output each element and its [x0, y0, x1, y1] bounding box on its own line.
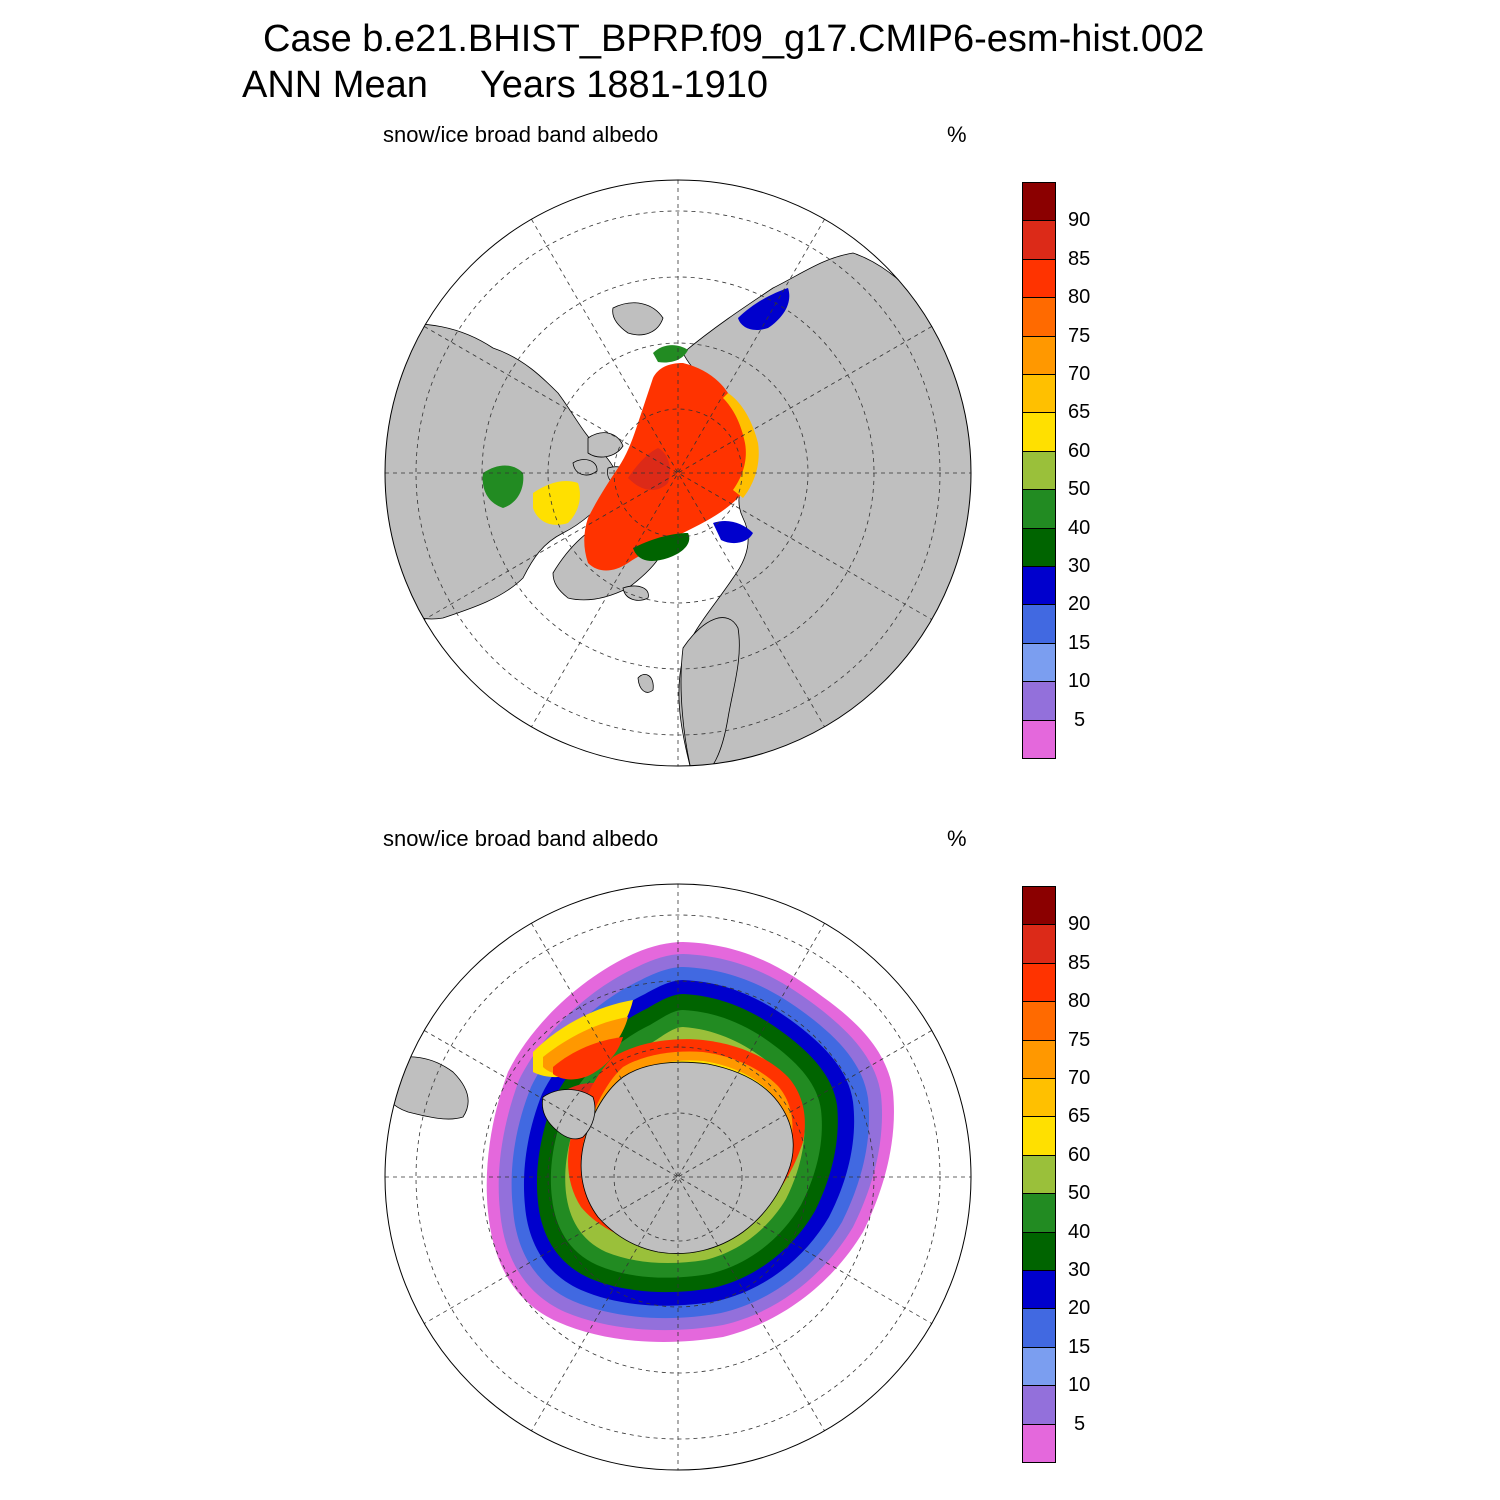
colorbar-swatch: [1022, 1270, 1056, 1310]
colorbar-swatch: [1022, 335, 1056, 375]
colorbar-label: 70: [1068, 1067, 1091, 1089]
colorbar-label: 80: [1068, 990, 1091, 1013]
colorbar-swatch: [1022, 258, 1056, 299]
colorbar-swatch: [1022, 642, 1056, 683]
colorbar-label: 40: [1068, 1220, 1091, 1243]
south-graticule: [385, 884, 971, 1470]
colorbar-label: 50: [1068, 1182, 1091, 1205]
colorbar-swatch: [1022, 527, 1056, 567]
colorbar-swatch: [1022, 182, 1056, 222]
antarctic-peninsula-land: [541, 1089, 596, 1140]
colorbar-swatch: [1022, 1385, 1056, 1425]
north-graticule: [385, 180, 971, 766]
figure-title-case: Case b.e21.BHIST_BPRP.f09_g17.CMIP6-esm-…: [263, 18, 1205, 60]
north-land: [385, 252, 971, 766]
north-polar-map: [384, 179, 972, 767]
colorbar-label: 40: [1068, 516, 1091, 539]
colorbar-label: 70: [1068, 363, 1091, 385]
north-panel-title: snow/ice broad band albedo: [383, 122, 659, 147]
colorbar-label: 15: [1068, 1335, 1091, 1358]
colorbar-swatch: [1022, 1039, 1056, 1079]
colorbar-label: 65: [1068, 1105, 1091, 1128]
south-panel-units: %: [947, 826, 967, 851]
colorbar-label: 5: [1074, 708, 1086, 731]
colorbar-swatch: [1022, 1346, 1056, 1387]
colorbar-label: 15: [1068, 631, 1091, 654]
colorbar-label: 30: [1068, 1259, 1091, 1281]
colorbar-label: 20: [1068, 1297, 1091, 1320]
colorbar-swatch: [1022, 1116, 1056, 1156]
colorbar-label: 75: [1068, 1028, 1091, 1051]
colorbar-label: 30: [1068, 555, 1091, 577]
figure-title-period: ANN Mean Years 1881-1910: [242, 64, 769, 106]
colorbar-swatch: [1022, 412, 1056, 452]
south-panel-title: snow/ice broad band albedo: [383, 826, 659, 851]
colorbar-swatch: [1022, 450, 1056, 491]
colorbar-label: 10: [1068, 670, 1091, 693]
colorbar-label: 60: [1068, 1143, 1091, 1166]
north-sea-ice: [482, 288, 790, 571]
colorbar-label: 60: [1068, 439, 1091, 462]
colorbar-label: 65: [1068, 401, 1091, 424]
south-polar-map: [384, 883, 972, 1471]
colorbar-label: 85: [1068, 247, 1091, 270]
colorbar-swatch: [1022, 566, 1056, 606]
colorbar-swatch: [1022, 924, 1056, 964]
colorbar-swatch: [1022, 681, 1056, 721]
colorbar-swatch: [1022, 297, 1056, 337]
colorbar-swatch: [1022, 1154, 1056, 1195]
colorbar-swatch: [1022, 374, 1056, 414]
colorbar-swatch: [1022, 489, 1056, 529]
south-colorbar: 5 10 15 20 30 40 50 60 65 70 75 80 85 90: [1022, 886, 1102, 1463]
colorbar-label: 5: [1074, 1412, 1086, 1435]
colorbar-swatch: [1022, 1231, 1056, 1271]
colorbar-label: 75: [1068, 324, 1091, 347]
colorbar-swatch: [1022, 220, 1056, 260]
colorbar-swatch: [1022, 604, 1056, 644]
north-colorbar: 5 10 15 20 30 40 50 60 65 70 75 80 85 90: [1022, 182, 1102, 759]
colorbar-label: 20: [1068, 593, 1091, 616]
colorbar-label: 10: [1068, 1374, 1091, 1397]
antarctica-land: [580, 1061, 794, 1254]
colorbar-swatch: [1022, 886, 1056, 926]
north-panel-units: %: [947, 122, 967, 147]
colorbar-swatch: [1022, 962, 1056, 1003]
colorbar-label: 90: [1068, 913, 1091, 936]
colorbar-swatch: [1022, 1308, 1056, 1348]
colorbar-swatch: [1022, 1078, 1056, 1118]
colorbar-swatch: [1022, 1193, 1056, 1233]
colorbar-swatch: [1022, 1423, 1056, 1463]
colorbar-label: 80: [1068, 286, 1091, 309]
colorbar-label: 85: [1068, 951, 1091, 974]
colorbar-swatch: [1022, 1001, 1056, 1041]
colorbar-label: 50: [1068, 478, 1091, 501]
colorbar-swatch: [1022, 719, 1056, 759]
colorbar-label: 90: [1068, 209, 1091, 232]
